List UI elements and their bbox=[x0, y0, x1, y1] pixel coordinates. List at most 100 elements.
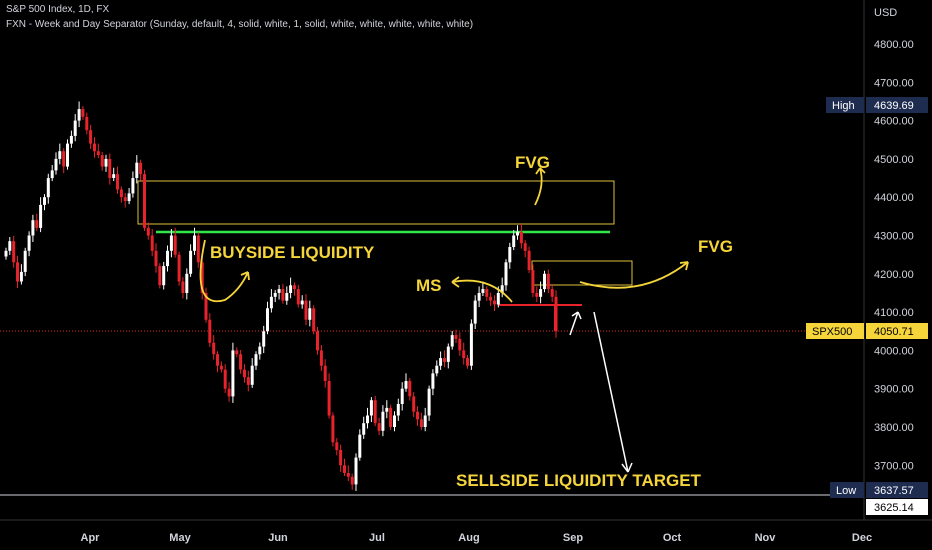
bear-candle bbox=[377, 423, 381, 431]
bear-candle bbox=[154, 250, 158, 267]
bull-candle bbox=[77, 109, 81, 121]
x-tick-label: Apr bbox=[81, 532, 101, 544]
fvg-label-right: FVG bbox=[698, 237, 733, 256]
bull-candle bbox=[266, 308, 269, 332]
bull-candle bbox=[308, 308, 312, 320]
fvg-zone-upper bbox=[137, 180, 615, 225]
y-tick-label: 4400.00 bbox=[874, 192, 914, 204]
bear-candle bbox=[89, 130, 93, 144]
bear-candle bbox=[216, 354, 219, 366]
bear-candle bbox=[181, 281, 185, 293]
bull-candle bbox=[69, 135, 73, 144]
bear-candle bbox=[158, 266, 162, 286]
bull-candle bbox=[27, 235, 31, 251]
bull-candle bbox=[277, 289, 281, 293]
bull-candle bbox=[435, 365, 439, 374]
x-tick-label: Sep bbox=[563, 532, 583, 544]
bull-candle bbox=[131, 178, 135, 194]
bull-candle bbox=[73, 120, 77, 136]
fvg-up-arrow bbox=[534, 167, 543, 206]
y-tick-label: 3700.00 bbox=[874, 460, 914, 472]
y-tick-label: 3800.00 bbox=[874, 422, 914, 434]
bear-candle bbox=[296, 289, 300, 305]
y-tick-label: 4600.00 bbox=[874, 116, 914, 128]
bear-candle bbox=[312, 308, 316, 332]
bear-candle bbox=[243, 369, 246, 378]
bear-candle bbox=[412, 396, 416, 412]
bear-candle bbox=[177, 254, 181, 282]
bull-candle bbox=[539, 289, 543, 297]
bull-candle bbox=[66, 143, 69, 167]
fvg-right-arrow bbox=[579, 261, 689, 289]
bull-candle bbox=[166, 250, 169, 267]
bear-candle bbox=[466, 358, 469, 366]
bear-candle bbox=[416, 411, 419, 420]
bull-candle bbox=[250, 365, 254, 385]
bear-candle bbox=[335, 442, 339, 450]
bear-candle bbox=[212, 342, 216, 355]
y-tick-label: 4300.00 bbox=[874, 231, 914, 243]
bear-candle bbox=[239, 354, 243, 370]
bear-candle bbox=[246, 377, 250, 385]
y-tick-label: 4000.00 bbox=[874, 345, 914, 357]
bull-candle bbox=[427, 388, 431, 416]
low-tag[interactable]: Low 3637.57 bbox=[830, 482, 928, 498]
bear-candle bbox=[343, 465, 346, 473]
bear-candle bbox=[204, 293, 208, 320]
buyside-arrowhead bbox=[240, 271, 250, 281]
bounce-arrowhead bbox=[571, 311, 582, 320]
bear-candle bbox=[389, 407, 393, 427]
bear-candle bbox=[331, 415, 335, 443]
bull-candle bbox=[300, 300, 304, 305]
y-tick-label: 4200.00 bbox=[874, 269, 914, 281]
high-tag[interactable]: High 4639.69 bbox=[826, 97, 928, 113]
bottom-level-value: 3625.14 bbox=[874, 502, 914, 514]
bear-candle bbox=[316, 331, 319, 351]
bear-candle bbox=[443, 358, 446, 362]
indicator-legend[interactable]: FXN - Week and Day Separator (Sunday, de… bbox=[6, 19, 474, 30]
bear-candle bbox=[554, 296, 558, 332]
current-price-tag[interactable]: SPX500 4050.71 bbox=[806, 323, 928, 339]
bottom-level-tag[interactable]: 3625.14 bbox=[866, 499, 928, 515]
y-tick-label: 4100.00 bbox=[874, 307, 914, 319]
ms-arrowhead bbox=[451, 276, 460, 288]
bear-candle bbox=[327, 381, 331, 416]
bull-candle bbox=[254, 354, 258, 366]
bear-candle bbox=[227, 388, 231, 397]
bull-candle bbox=[543, 273, 546, 290]
low-tag-label: Low bbox=[836, 485, 856, 497]
bear-candle bbox=[108, 158, 112, 179]
time-axis[interactable]: Apr May Jun Jul Aug Sep Oct Nov Dec bbox=[81, 532, 873, 544]
bear-candle bbox=[454, 335, 458, 339]
sellside-target-arrowhead bbox=[621, 462, 633, 473]
bull-candle bbox=[423, 415, 427, 427]
bear-candle bbox=[219, 365, 223, 370]
bull-candle bbox=[19, 271, 23, 282]
bear-candle bbox=[281, 289, 285, 301]
bull-candle bbox=[369, 400, 373, 416]
bear-candle bbox=[350, 476, 354, 485]
bull-candle bbox=[31, 220, 35, 236]
bull-candle bbox=[193, 235, 196, 251]
bull-candle bbox=[393, 415, 396, 427]
bull-candle bbox=[8, 241, 12, 251]
low-tag-value: 3637.57 bbox=[874, 485, 914, 497]
bull-candle bbox=[512, 235, 516, 247]
bull-candle bbox=[358, 434, 362, 458]
x-tick-label: Jun bbox=[268, 532, 288, 544]
bull-candle bbox=[473, 300, 477, 324]
bull-candle bbox=[481, 289, 485, 293]
bull-candle bbox=[500, 285, 504, 293]
x-tick-label: Dec bbox=[852, 532, 872, 544]
bear-candle bbox=[527, 250, 531, 270]
bull-candle bbox=[269, 296, 273, 309]
bull-candle bbox=[43, 197, 46, 205]
bull-candle bbox=[354, 457, 358, 485]
price-axis[interactable]: 4800.00 4700.00 4600.00 4500.00 4400.00 4300.… bbox=[874, 39, 914, 472]
bull-candle bbox=[450, 335, 454, 347]
bear-candle bbox=[173, 235, 177, 255]
bull-candle bbox=[366, 415, 369, 424]
bull-candle bbox=[185, 273, 189, 293]
bull-candle bbox=[439, 358, 443, 366]
